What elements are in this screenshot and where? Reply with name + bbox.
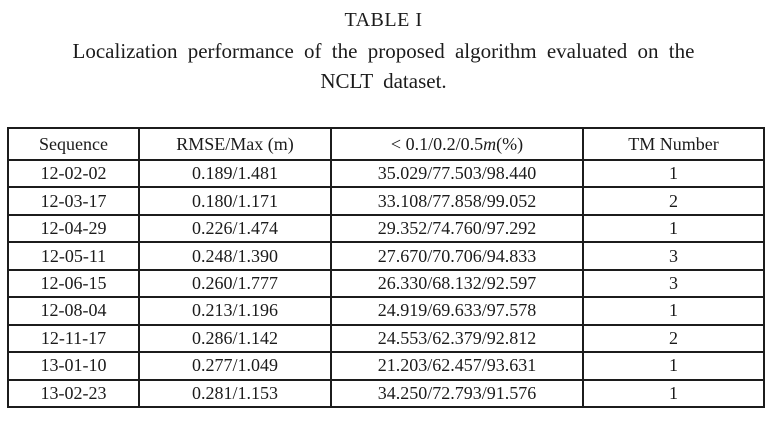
table-cell: 0.260/1.777 [138,268,332,299]
table-cell: 0.226/1.474 [138,213,332,244]
table-caption-line1: Localization performance of the proposed… [72,39,695,63]
table-cell: 24.919/69.633/97.578 [330,296,584,326]
table-cell: 12-03-17 [7,186,140,216]
table-cell: 0.189/1.481 [138,158,332,189]
table-cell: 1 [582,378,765,408]
table-cell: 27.670/70.706/94.833 [330,241,584,271]
table-cell: 1 [582,351,765,381]
table-cell: 3 [582,268,765,299]
table-caption-line2: NCLT dataset. [320,69,447,93]
table-row: 12-11-17 0.286/1.142 24.553/62.379/92.812 2 [7,323,765,354]
table-body: 12-02-02 0.189/1.481 35.029/77.503/98.440 1… [7,158,765,408]
table-cell: 29.352/74.760/97.292 [330,213,584,244]
table-cell: 0.180/1.171 [138,186,332,216]
table-cell: 2 [582,186,765,216]
table-cell: 12-05-11 [7,241,140,271]
table-row: 12-04-29 0.226/1.474 29.352/74.760/97.292 1 [7,213,765,244]
col-header-tm-number: TM Number [582,127,765,161]
table-cell: 0.286/1.142 [138,323,332,354]
table-row: 12-08-04 0.213/1.196 24.919/69.633/97.578 1 [7,296,765,326]
table-cell: 0.248/1.390 [138,241,332,271]
table-header-row: Sequence RMSE/Max (m) < 0.1/0.2/0.5m(%) … [7,127,765,161]
col-header-threshold-italic-m: m [483,133,497,154]
table-cell: 34.250/72.793/91.576 [330,378,584,408]
table-cell: 12-06-15 [7,268,140,299]
table-cell: 1 [582,213,765,244]
table-cell: 0.281/1.153 [138,378,332,408]
table-row: 13-01-10 0.277/1.049 21.203/62.457/93.631 1 [7,351,765,381]
table-row: 13-02-23 0.281/1.153 34.250/72.793/91.576 1 [7,378,765,408]
table-cell: 12-02-02 [7,158,140,189]
table-cell: 1 [582,296,765,326]
results-table: Sequence RMSE/Max (m) < 0.1/0.2/0.5m(%) … [7,127,765,408]
table-cell: 35.029/77.503/98.440 [330,158,584,189]
table-cell: 0.277/1.049 [138,351,332,381]
table-cell: 26.330/68.132/92.597 [330,268,584,299]
table-cell: 24.553/62.379/92.812 [330,323,584,354]
table-cell: 1 [582,158,765,189]
table-cell: 2 [582,323,765,354]
table-cell: 13-02-23 [7,378,140,408]
table-cell: 21.203/62.457/93.631 [330,351,584,381]
table-row: 12-05-11 0.248/1.390 27.670/70.706/94.833 3 [7,241,765,271]
table-caption: Localization performance of the proposed… [0,36,767,96]
table-cell: 13-01-10 [7,351,140,381]
col-header-sequence: Sequence [7,127,140,161]
table-cell: 0.213/1.196 [138,296,332,326]
table-row: 12-03-17 0.180/1.171 33.108/77.858/99.052 2 [7,186,765,216]
table-cell: 12-08-04 [7,296,140,326]
table-cell: 12-04-29 [7,213,140,244]
table-row: 12-02-02 0.189/1.481 35.029/77.503/98.440 1 [7,158,765,189]
table-cell: 3 [582,241,765,271]
col-header-threshold: < 0.1/0.2/0.5m(%) [330,127,584,161]
col-header-rmse-max: RMSE/Max (m) [138,127,332,161]
table-title: TABLE I [344,9,423,31]
table-row: 12-06-15 0.260/1.777 26.330/68.132/92.597 3 [7,268,765,299]
table-cell: 33.108/77.858/99.052 [330,186,584,216]
table-cell: 12-11-17 [7,323,140,354]
